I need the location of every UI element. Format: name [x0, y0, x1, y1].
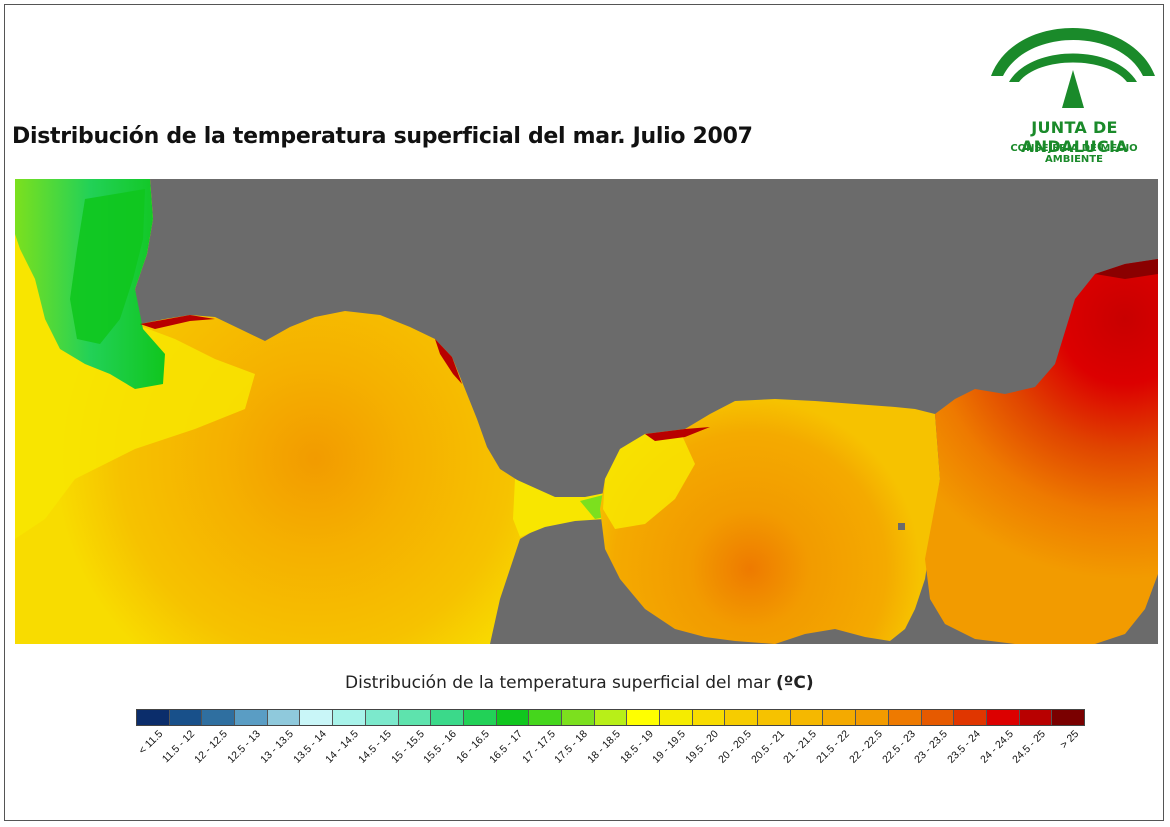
legend-unit: (ºC) [776, 673, 814, 693]
legend-class-label: 21 - 21.5 [781, 728, 820, 766]
legend-swatch [333, 710, 366, 725]
coastal-warm-streak-3 [645, 427, 710, 441]
legend-class-label: 17.5 - 18 [552, 728, 591, 766]
legend-class-label: 16.5 - 17 [487, 728, 525, 766]
atlantic-ocean [15, 179, 655, 644]
legend-swatch [300, 710, 334, 725]
legend-class-label: 22.5 - 23 [879, 728, 918, 766]
legend-swatch [431, 710, 464, 725]
legend-class-label: 12.5 - 13 [225, 728, 264, 766]
legend-class-label: 20 - 20.5 [716, 728, 754, 766]
legend-swatch [954, 710, 987, 725]
coastal-warm-streak-1 [140, 315, 215, 329]
legend-class-label: 19.5 - 20 [683, 728, 722, 766]
legend-class-label: 16 - 16.5 [454, 728, 493, 766]
legend-class-label: 17 - 17.5 [519, 728, 558, 766]
legend-color-bar [136, 709, 1085, 726]
legend-class-label: 18 - 18.5 [585, 728, 623, 766]
logo-name: JUNTA DE ANDALUCIA [1021, 118, 1128, 156]
legend-swatch [529, 710, 562, 725]
legend-swatch [692, 710, 726, 725]
legend-swatch [202, 710, 236, 725]
legend-swatch [1052, 710, 1084, 725]
coastal-warm-streak-4 [1095, 259, 1158, 279]
legend-swatch [594, 710, 628, 725]
legend-class-label: > 25 [1057, 728, 1082, 752]
legend-class-label: 12 - 12.5 [192, 728, 231, 766]
coastal-warm-streak-2 [435, 339, 462, 384]
legend-swatch [660, 710, 693, 725]
eastern-warm-sea [925, 259, 1158, 644]
legend-swatch [725, 710, 759, 725]
legend-class-label: 15 - 15.5 [388, 728, 427, 766]
legend-swatch [1019, 710, 1053, 725]
legend-class-label: 21.5 - 22 [814, 728, 853, 766]
legend-swatch [267, 710, 301, 725]
legend-class-label: 19 - 19.5 [650, 728, 689, 766]
legend-class-label: 24.5 - 25 [1010, 728, 1049, 766]
cold-upwelling-core [70, 189, 145, 344]
legend-class-label: 22 - 22.5 [846, 728, 885, 766]
legend-swatch [235, 710, 268, 725]
islet [898, 523, 905, 530]
legend-swatch [137, 710, 170, 725]
legend-swatch [921, 710, 955, 725]
alboran-yellow-band [603, 431, 695, 529]
legend-class-label: 20.5 - 21 [748, 728, 787, 766]
legend-swatch [365, 710, 399, 725]
legend-class-label: 18.5 - 19 [617, 728, 656, 766]
legend-class-label: 15.5 - 16 [421, 728, 460, 766]
legend-title-text: Distribución de la temperatura superfici… [345, 673, 776, 693]
legend-class-label: 23.5 - 24 [945, 728, 983, 766]
legend-labels: < 11.5 11.5 - 12 12 - 12.5 12.5 - 13 13 - 13… [136, 728, 1085, 808]
legend-class-label: 14 - 14.5 [323, 728, 362, 766]
legend-class-label: 13 - 13.5 [257, 728, 296, 766]
legend-swatch [758, 710, 791, 725]
logo-emblem-icon [991, 28, 1155, 108]
legend-title: Distribución de la temperatura superfici… [345, 673, 814, 693]
legend-swatch [398, 710, 432, 725]
legend-swatch [627, 710, 660, 725]
legend-swatch [169, 710, 203, 725]
legend-swatch [561, 710, 595, 725]
legend-swatch [463, 710, 497, 725]
legend-swatch [790, 710, 824, 725]
legend-swatch [823, 710, 857, 725]
legend-class-label: 13.5 - 14 [290, 728, 329, 766]
legend-swatch [496, 710, 530, 725]
figure-frame [4, 4, 1164, 821]
legend-class-label: < 11.5 [136, 728, 165, 757]
legend-swatch [986, 710, 1020, 725]
junta-andalucia-logo: JUNTA DE ANDALUCIA CONSEJERÍA DE MEDIO A… [985, 14, 1160, 165]
legend-swatch [856, 710, 889, 725]
sea-surface-temperature-map [15, 179, 1158, 644]
logo-department: CONSEJERÍA DE MEDIO AMBIENTE [1010, 143, 1138, 165]
legend-class-label: 14.5 - 15 [356, 728, 394, 766]
legend-class-label: 11.5 - 12 [160, 728, 198, 766]
legend-class-label: 23 - 23.5 [912, 728, 951, 766]
legend-class-label: 24 - 24.5 [977, 728, 1016, 766]
legend-swatch [888, 710, 922, 725]
map-title: Distribución de la temperatura superfici… [12, 124, 753, 149]
